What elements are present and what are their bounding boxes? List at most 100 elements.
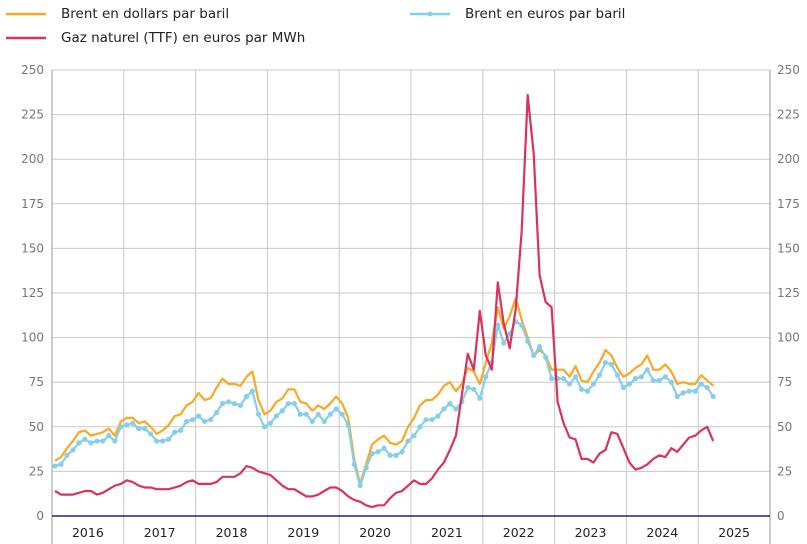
data-point	[237, 402, 244, 408]
series-brent-en-euros-par-baril	[52, 318, 716, 489]
data-point	[405, 438, 411, 444]
data-point	[644, 367, 650, 373]
y-tick-label-left: 200	[21, 152, 44, 166]
data-point	[447, 401, 453, 407]
data-point	[178, 427, 184, 433]
y-tick-label-left: 175	[21, 197, 44, 211]
data-point	[501, 340, 507, 346]
y-tick-label-left: 0	[36, 509, 44, 523]
data-point	[154, 438, 160, 444]
legend-item-brent-usd[interactable]: Brent en dollars par baril	[6, 5, 229, 23]
data-point	[531, 352, 537, 359]
data-point	[560, 376, 567, 382]
legend-item-gas-ttf[interactable]: Gaz naturel (TTF) en euros par MWh	[6, 29, 305, 47]
data-point	[124, 422, 130, 428]
data-point	[692, 388, 698, 394]
data-point	[345, 422, 351, 428]
data-point	[243, 393, 250, 400]
series-line	[54, 93, 715, 509]
y-tick-label-right: 250	[777, 63, 800, 77]
data-point	[620, 384, 627, 391]
y-tick-label-right: 175	[777, 197, 800, 211]
data-point	[453, 406, 459, 412]
data-point	[584, 388, 591, 394]
y-tick-label-left: 150	[21, 241, 44, 255]
data-point	[148, 431, 154, 437]
data-point	[596, 372, 603, 378]
y-tick-label-right: 0	[777, 509, 785, 523]
data-point	[680, 390, 686, 396]
data-point	[549, 376, 555, 382]
data-point	[82, 436, 88, 442]
data-point	[339, 411, 345, 417]
data-point	[495, 322, 501, 328]
legend-item-brent-eur[interactable]: Brent en euros par baril	[410, 5, 625, 23]
x-tick-label: 2017	[144, 525, 176, 540]
blue-line-marker-icon	[410, 5, 450, 23]
data-point	[638, 374, 644, 380]
series-line	[54, 297, 714, 485]
y-tick-label-left: 25	[29, 464, 44, 478]
data-point	[363, 465, 369, 471]
x-axis: 2016 2017 2018 2019 2020 2021 2022 2023 2024 2025	[72, 525, 750, 540]
legend-label: Brent en euros par baril	[465, 6, 626, 22]
data-point	[674, 393, 680, 400]
y-tick-label-left: 225	[21, 108, 44, 122]
data-point	[572, 374, 579, 380]
x-tick-label: 2025	[718, 525, 750, 540]
data-point	[255, 411, 262, 417]
data-point	[225, 399, 232, 405]
data-point	[698, 381, 704, 387]
data-point	[369, 450, 375, 457]
data-point	[136, 425, 142, 432]
data-point	[213, 409, 220, 416]
data-point	[112, 438, 118, 444]
data-point	[477, 395, 483, 401]
data-point	[52, 463, 58, 469]
data-point	[525, 338, 531, 344]
data-point	[357, 483, 363, 489]
data-point	[195, 413, 202, 419]
data-point	[70, 447, 76, 453]
data-point	[710, 393, 716, 400]
data-point	[537, 343, 543, 350]
data-point	[668, 379, 674, 385]
data-point	[483, 374, 489, 380]
data-point	[130, 420, 136, 426]
data-point	[166, 436, 172, 442]
x-tick-label: 2020	[359, 525, 391, 540]
legend-label: Gaz naturel (TTF) en euros par MWh	[61, 30, 306, 46]
data-point	[88, 440, 94, 446]
data-point	[543, 354, 549, 360]
data-point	[602, 359, 609, 366]
data-point	[411, 433, 417, 439]
data-point	[231, 401, 238, 407]
data-point	[315, 411, 321, 417]
y-tick-label-right: 25	[777, 464, 792, 478]
data-point	[273, 413, 279, 419]
y-tick-label-right: 125	[777, 286, 800, 300]
data-point	[201, 418, 208, 425]
data-point	[608, 361, 615, 367]
x-tick-label: 2023	[575, 525, 607, 540]
data-point	[321, 418, 327, 425]
y-tick-label-right: 225	[777, 108, 800, 122]
data-point	[387, 452, 393, 458]
y-tick-label-right: 150	[777, 241, 800, 255]
data-point	[64, 452, 70, 458]
data-point	[471, 386, 477, 392]
x-tick-label: 2022	[503, 525, 535, 540]
data-point	[429, 417, 435, 423]
data-point	[58, 461, 64, 467]
data-point	[632, 376, 638, 382]
data-point	[291, 401, 297, 407]
x-tick-label: 2018	[216, 525, 248, 540]
y-tick-label-right: 75	[777, 375, 792, 389]
data-point	[94, 438, 100, 444]
data-point	[393, 452, 399, 458]
y-tick-label-right: 200	[777, 152, 800, 166]
data-point	[423, 417, 429, 423]
y-axis-right: 0 25 50 75 100 125 150 175 200 225 250	[777, 63, 800, 523]
data-point	[267, 420, 273, 426]
